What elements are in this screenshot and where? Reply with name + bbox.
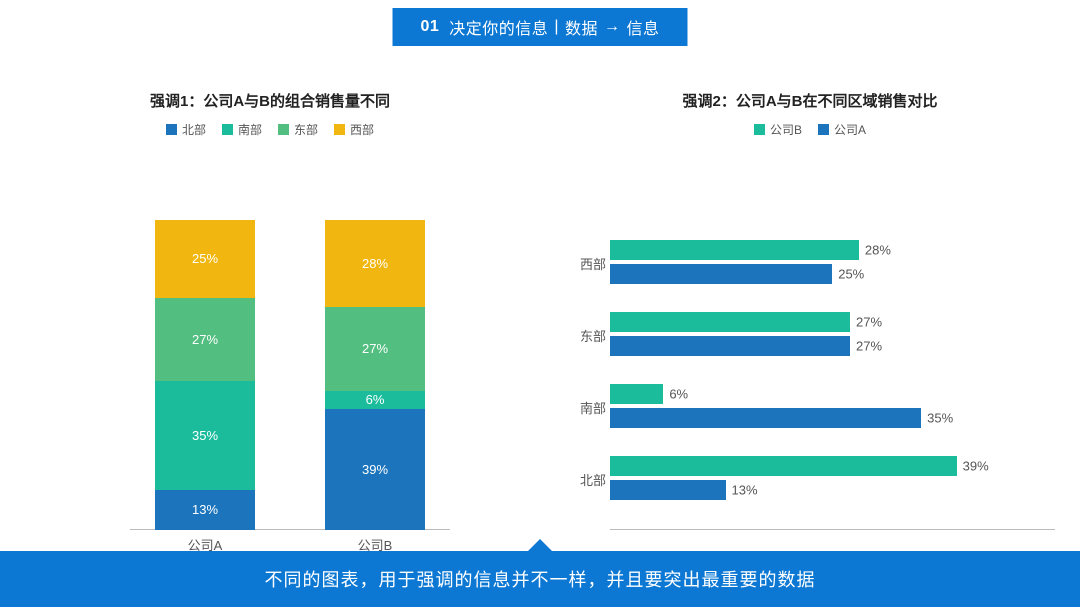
header-title-mid: 数据: [565, 15, 598, 39]
legend-item: 北部: [166, 121, 206, 138]
stacked-segment: 39%: [325, 409, 425, 530]
hbar-segment: 35%: [610, 408, 921, 428]
bar-value-label: 27%: [856, 315, 882, 330]
bar-value-label: 35%: [927, 411, 953, 426]
hbar-segment: 25%: [610, 264, 832, 284]
header-tag: 01 决定你的信息 | 数据 → 信息: [393, 8, 688, 46]
legend-label: 西部: [350, 121, 374, 138]
segment-value-label: 27%: [192, 332, 218, 347]
bar-value-label: 27%: [856, 339, 882, 354]
y-axis-category-label: 北部: [560, 470, 606, 489]
bar-value-label: 39%: [963, 459, 989, 474]
stacked-segment: 6%: [325, 391, 425, 410]
hbar-segment: 39%: [610, 456, 957, 476]
hbar-segment: 28%: [610, 240, 859, 260]
legend-item: 公司A: [818, 121, 866, 138]
stacked-segment: 13%: [155, 490, 255, 530]
legend-item: 公司B: [754, 121, 802, 138]
hbar-segment: 6%: [610, 384, 663, 404]
y-axis-category-label: 南部: [560, 398, 606, 417]
stacked-segment: 27%: [155, 298, 255, 382]
legend-swatch: [222, 124, 233, 135]
chart-right-title: 强调2：公司A与B在不同区域销售对比: [540, 90, 1080, 111]
stacked-segment: 27%: [325, 307, 425, 391]
segment-value-label: 25%: [192, 251, 218, 266]
chart-left-title: 强调1：公司A与B的组合销售量不同: [0, 90, 540, 111]
legend-swatch: [754, 124, 765, 135]
legend-item: 南部: [222, 121, 262, 138]
header-title-left: 决定你的信息: [449, 15, 548, 39]
y-axis-category-label: 东部: [560, 326, 606, 345]
footer-pointer-icon: [528, 539, 552, 551]
legend-swatch: [334, 124, 345, 135]
segment-value-label: 35%: [192, 428, 218, 443]
stacked-segment: 25%: [155, 220, 255, 298]
stacked-column: 39% 6% 27% 28%: [325, 220, 425, 530]
chart-right-panel: 强调2：公司A与B在不同区域销售对比 公司B公司A 西部28%25%东部27%2…: [540, 70, 1080, 510]
segment-value-label: 13%: [192, 502, 218, 517]
segment-value-label: 28%: [362, 256, 388, 271]
segment-value-label: 27%: [362, 341, 388, 356]
legend-swatch: [818, 124, 829, 135]
header-divider: |: [554, 18, 559, 36]
bar-value-label: 28%: [865, 243, 891, 258]
grouped-hbar-plot: 西部28%25%东部27%27%南部6%35%北部39%13%: [610, 230, 1055, 530]
stacked-bar-plot: 13%35%27%25%公司A39%6%27%28%公司B: [130, 220, 450, 530]
legend-label: 公司A: [834, 121, 866, 138]
legend-item: 东部: [278, 121, 318, 138]
legend-label: 南部: [238, 121, 262, 138]
stacked-column: 13% 35% 27% 25%: [155, 220, 255, 530]
hbar-segment: 27%: [610, 336, 850, 356]
bar-value-label: 6%: [669, 387, 688, 402]
bar-value-label: 13%: [732, 483, 758, 498]
bar-value-label: 25%: [838, 267, 864, 282]
legend-swatch: [166, 124, 177, 135]
arrow-right-icon: →: [604, 18, 621, 36]
chart-right-legend: 公司B 公司A: [540, 121, 1080, 138]
legend-swatch: [278, 124, 289, 135]
legend-label: 公司B: [770, 121, 802, 138]
legend-item: 西部: [334, 121, 374, 138]
stacked-segment: 35%: [155, 381, 255, 490]
hbar-segment: 13%: [610, 480, 726, 500]
y-axis-category-label: 西部: [560, 254, 606, 273]
segment-value-label: 6%: [366, 392, 385, 407]
header-title-right: 信息: [626, 15, 659, 39]
chart-left-panel: 强调1：公司A与B的组合销售量不同 北部南部东部西部 13%35%27%25%公…: [0, 70, 540, 510]
header-section-number: 01: [421, 18, 440, 36]
footer-banner: 不同的图表，用于强调的信息并不一样，并且要突出最重要的数据: [0, 551, 1080, 607]
chart-right-x-axis: [610, 529, 1055, 530]
footer-text: 不同的图表，用于强调的信息并不一样，并且要突出最重要的数据: [265, 566, 816, 592]
hbar-segment: 27%: [610, 312, 850, 332]
stacked-segment: 28%: [325, 220, 425, 307]
legend-label: 东部: [294, 121, 318, 138]
legend-label: 北部: [182, 121, 206, 138]
segment-value-label: 39%: [362, 462, 388, 477]
chart-left-legend: 北部 南部 东部 西部: [0, 121, 540, 138]
charts-row: 强调1：公司A与B的组合销售量不同 北部南部东部西部 13%35%27%25%公…: [0, 70, 1080, 510]
